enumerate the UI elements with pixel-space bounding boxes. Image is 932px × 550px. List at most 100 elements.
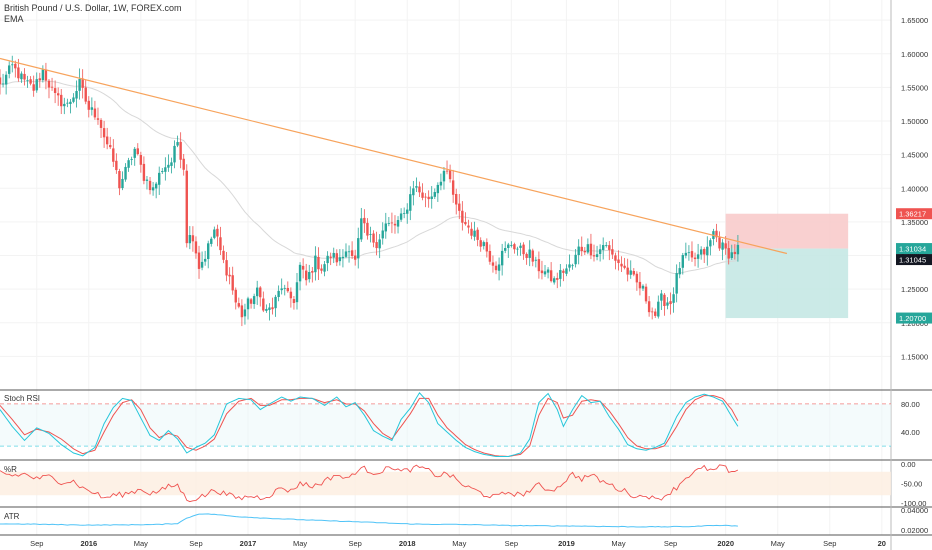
candle-body <box>574 254 577 265</box>
candle-body <box>494 265 498 271</box>
candle-body <box>271 307 274 310</box>
candle-body <box>210 238 213 244</box>
candle-body <box>580 246 583 252</box>
candle-body <box>234 289 237 303</box>
candle-body <box>112 148 115 162</box>
time-axis[interactable]: Sep 2016 May Sep 2017 May Sep 2018 May Sep 2019 May… <box>30 539 886 548</box>
candle-body <box>96 118 100 120</box>
candle-body <box>577 246 580 256</box>
stoch-rsi-label: Stoch RSI <box>4 394 40 403</box>
bar-price-badge-bg[interactable] <box>896 254 932 266</box>
candle-body <box>360 218 363 240</box>
pane-labels: Stoch RSI %R ATR <box>4 394 40 521</box>
candle-body <box>589 243 593 256</box>
target-price-badge-bg[interactable] <box>896 312 932 324</box>
candle-body <box>549 270 553 282</box>
candle-body <box>675 273 678 294</box>
candle-body <box>105 136 109 145</box>
x-tick-label: May <box>293 539 307 548</box>
candle-body <box>44 69 48 81</box>
candle-body <box>644 286 648 302</box>
candle-body <box>167 164 170 168</box>
candle-body <box>317 256 320 270</box>
x-tick-label: 20 <box>878 539 886 548</box>
candle-body <box>387 223 391 224</box>
candle-body <box>311 271 314 273</box>
take-profit-zone[interactable] <box>725 248 849 319</box>
stop-price-badge-bg[interactable] <box>896 208 932 220</box>
candle-body <box>724 243 727 249</box>
candle-body <box>136 148 139 155</box>
candle-body <box>249 299 253 304</box>
target-price-badge[interactable]: 1.20700 <box>899 314 926 323</box>
trendline[interactable] <box>0 57 788 255</box>
candle-body <box>1 83 5 85</box>
candle-body <box>396 220 400 227</box>
candle-body <box>20 73 23 80</box>
candle-body <box>11 64 14 66</box>
last-price-badge-bg[interactable] <box>896 243 932 255</box>
candle-body <box>93 108 97 118</box>
candle-body <box>638 281 642 289</box>
candle-body <box>179 141 182 160</box>
candle-body <box>513 244 516 250</box>
stop-price-badge[interactable]: 1.36217 <box>899 210 926 219</box>
candle-body <box>347 251 351 253</box>
candle-body <box>23 73 26 80</box>
candle-body <box>715 230 718 238</box>
candle-body <box>706 246 709 256</box>
candle-body <box>17 67 20 79</box>
candle-body <box>650 311 654 313</box>
candle-body <box>534 259 538 261</box>
y-tick-label: 80.00 <box>901 400 920 409</box>
candle-body <box>709 240 712 247</box>
candle-body <box>427 196 430 200</box>
candle-body <box>479 240 482 247</box>
candle-body <box>595 254 599 257</box>
candle-body <box>696 254 700 259</box>
stop-loss-zone[interactable] <box>725 213 849 249</box>
candle-body <box>559 270 562 279</box>
candle-body <box>216 228 219 237</box>
trendline-path[interactable] <box>0 57 788 255</box>
price-axis[interactable]: 1.65000 1.60000 1.55000 1.50000 1.45000 1.400… <box>896 16 932 535</box>
candle-body <box>562 270 565 273</box>
candle-body <box>203 258 207 262</box>
candle-body <box>99 119 103 128</box>
candle-body <box>191 235 195 242</box>
candle-body <box>418 186 421 193</box>
candle-body <box>176 142 179 146</box>
candle-body <box>219 237 222 251</box>
candle-body <box>252 296 256 305</box>
y-tick-label: 0.00 <box>901 460 916 469</box>
candle-body <box>467 225 470 228</box>
candle-body <box>393 223 397 226</box>
candle-body <box>341 256 345 259</box>
candle-body <box>66 102 69 104</box>
candle-body <box>286 287 290 292</box>
bar-price-badge[interactable]: 1.31045 <box>899 256 926 265</box>
candle-body <box>335 253 339 263</box>
candle-body <box>246 298 250 310</box>
candle-body <box>237 303 241 307</box>
candle-body <box>540 270 544 274</box>
candle-body <box>60 94 63 107</box>
position-zones[interactable] <box>725 213 849 319</box>
candle-body <box>53 88 57 94</box>
last-price-badge[interactable]: 1.31034 <box>899 245 926 254</box>
y-tick-label: 1.35000 <box>901 218 928 227</box>
candle-body <box>139 155 143 165</box>
y-tick-label: 1.25000 <box>901 285 928 294</box>
candle-body <box>41 69 45 81</box>
candle-body <box>390 222 394 224</box>
candle-body <box>277 290 280 298</box>
ema-line <box>0 80 738 274</box>
candle-body <box>259 287 262 298</box>
x-tick-label: 2020 <box>717 539 734 548</box>
candle-body <box>458 203 461 211</box>
candle-body <box>142 163 146 181</box>
candle-body <box>280 288 283 291</box>
candle-body <box>445 170 449 172</box>
candle-body <box>687 252 691 254</box>
